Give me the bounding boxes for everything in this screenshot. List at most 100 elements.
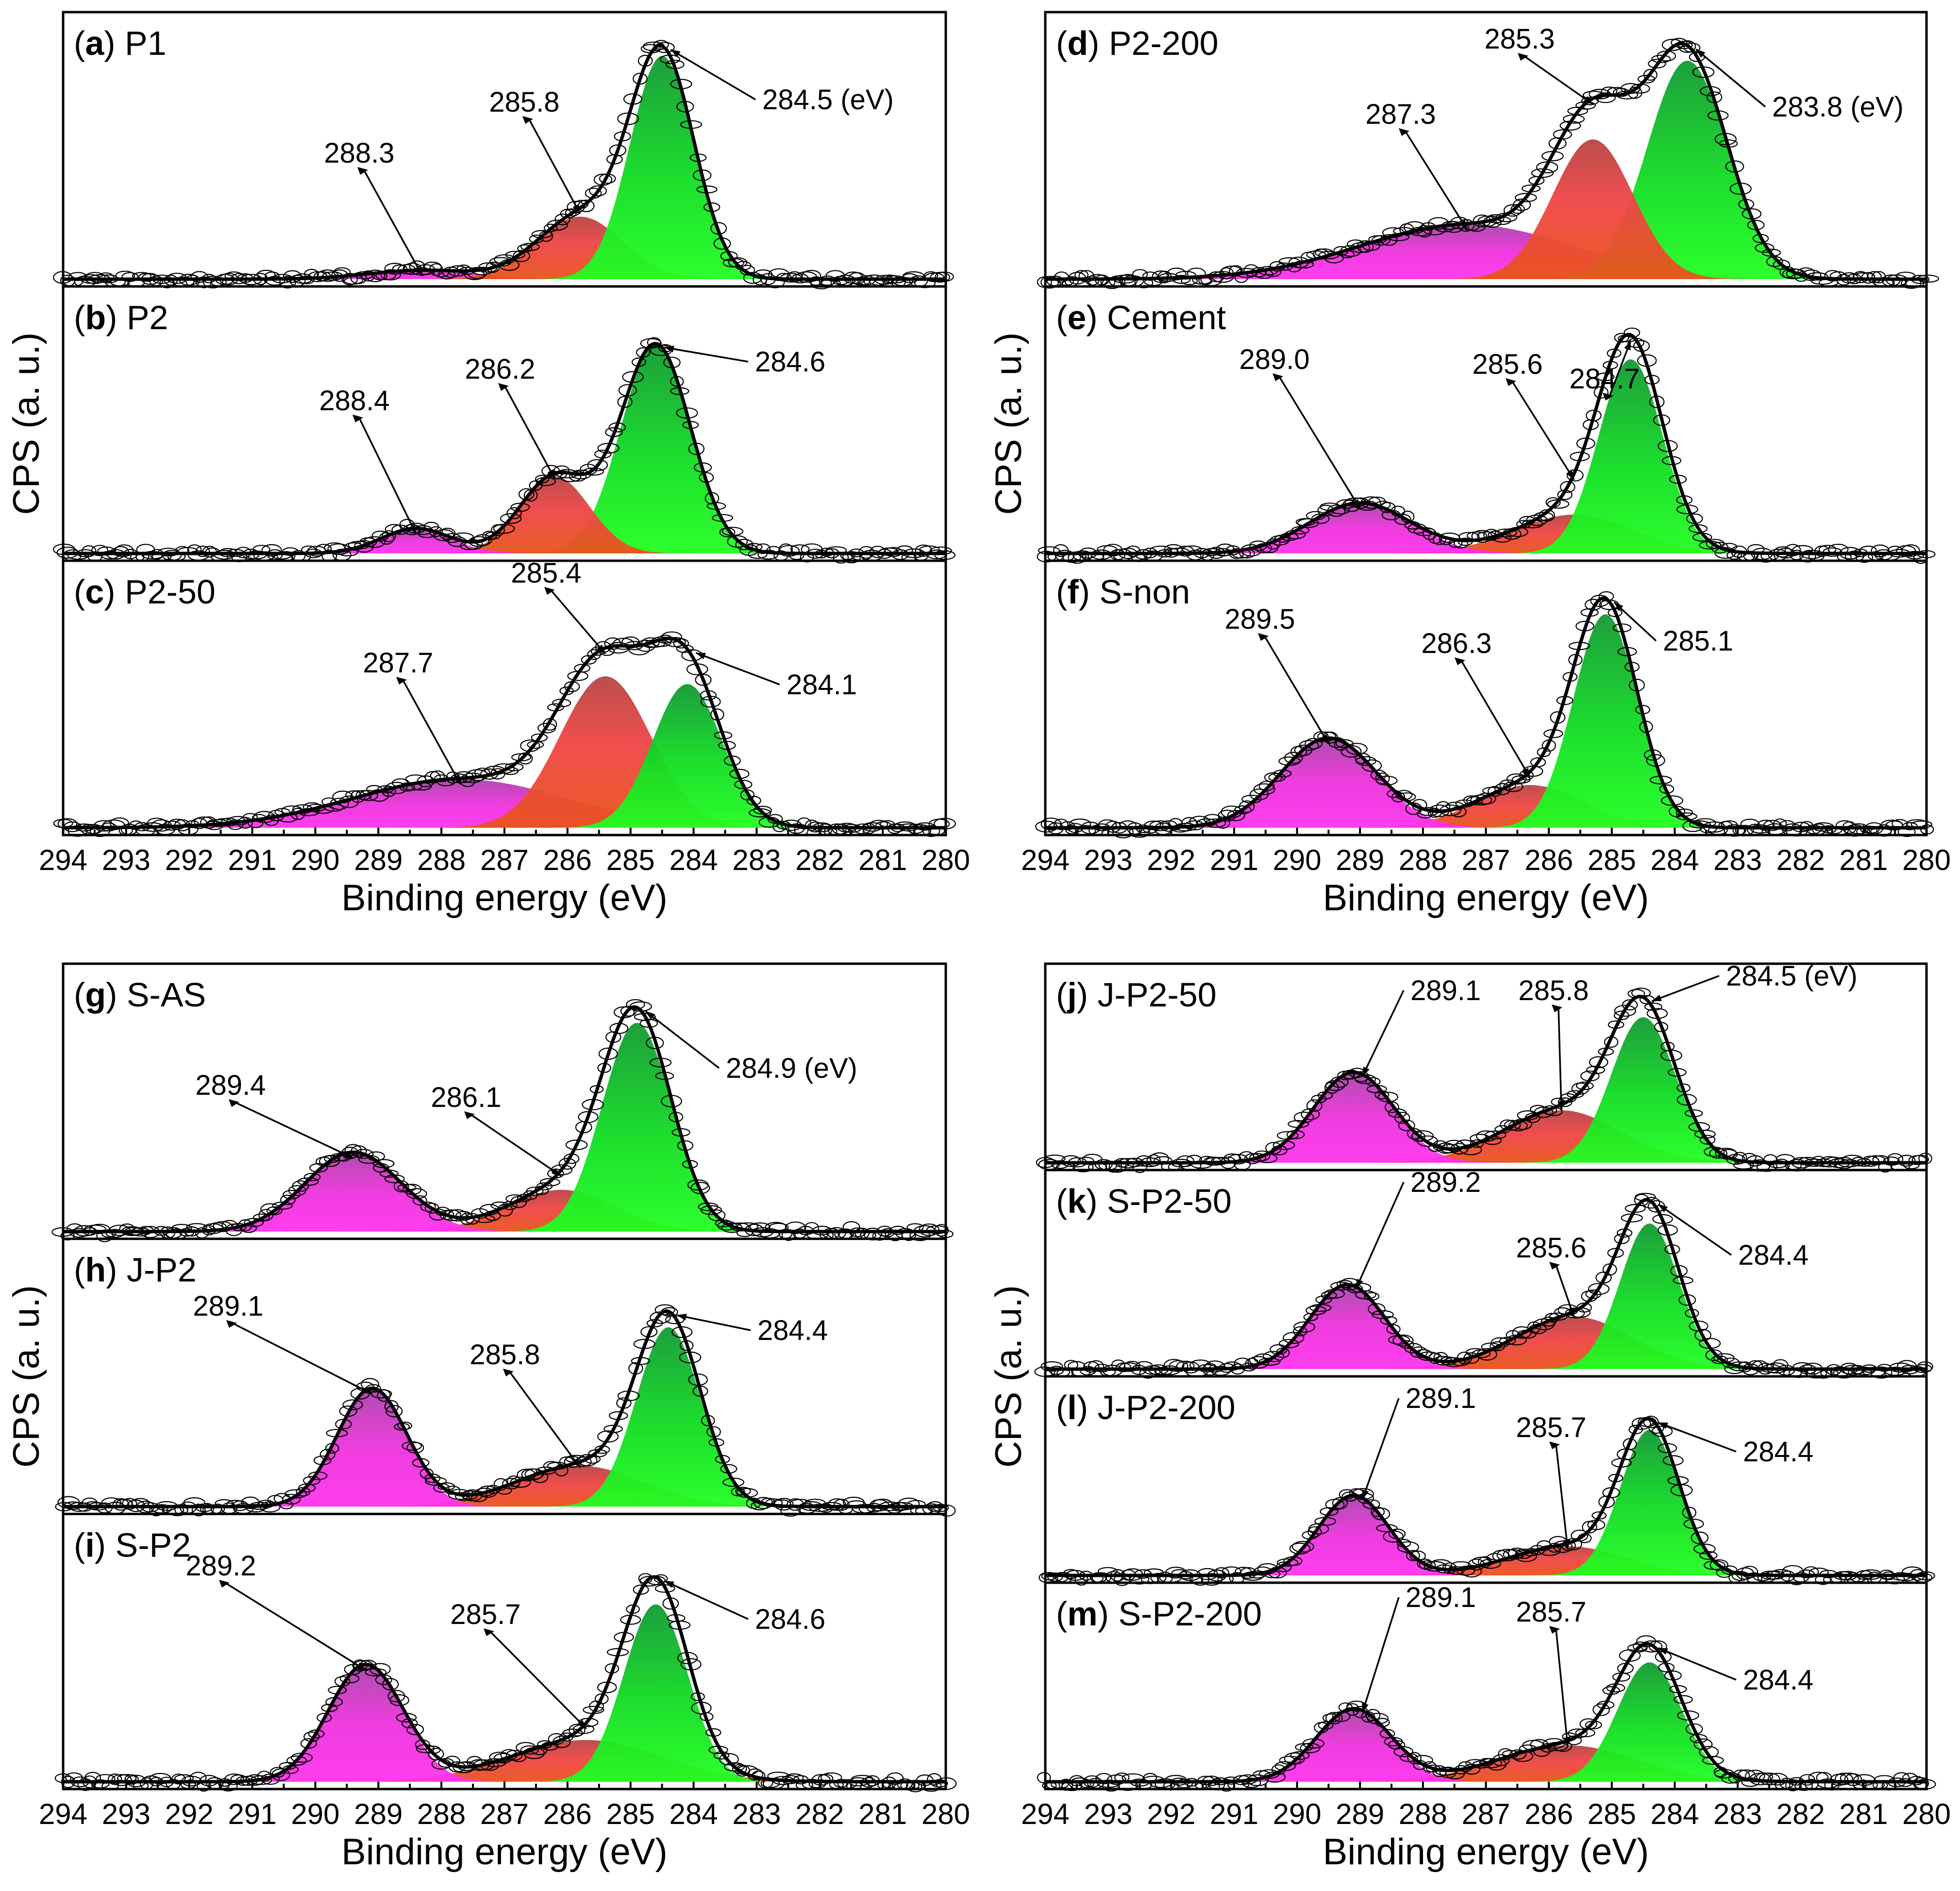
panel-label-letter: c xyxy=(85,573,104,611)
data-point xyxy=(909,824,932,837)
data-point xyxy=(1614,333,1629,343)
data-point xyxy=(1249,1153,1267,1162)
data-point xyxy=(837,1779,857,1789)
data-point xyxy=(1253,783,1275,795)
panel-label-name: S-non xyxy=(1090,573,1190,611)
data-point xyxy=(1876,824,1892,837)
data-point xyxy=(536,1182,553,1190)
panel-label-name: J-P2 xyxy=(117,1251,196,1289)
data-point xyxy=(307,803,326,812)
peak-label: 285.8 xyxy=(469,1339,540,1371)
data-point xyxy=(1917,1361,1933,1372)
data-point xyxy=(1265,1142,1282,1155)
x-tick-label: 291 xyxy=(228,844,277,876)
data-point xyxy=(1784,544,1801,556)
data-point xyxy=(389,1694,409,1707)
panel-label-paren-close: ) xyxy=(1086,299,1097,336)
data-point xyxy=(1724,824,1745,837)
fit-envelope xyxy=(63,342,946,555)
data-point xyxy=(1370,1506,1385,1517)
x-tick-label: 294 xyxy=(39,1798,87,1830)
data-point xyxy=(1651,54,1671,63)
panel-label-paren-open: ( xyxy=(1056,299,1067,336)
data-point xyxy=(520,243,540,251)
data-point xyxy=(804,820,819,831)
peak-label: 284.4 xyxy=(757,1315,828,1346)
data-point xyxy=(787,1498,804,1511)
x-tick-label: 281 xyxy=(1839,844,1888,876)
data-point xyxy=(1676,1094,1697,1106)
x-axis-label: Binding energy (eV) xyxy=(341,877,668,919)
data-point xyxy=(1155,1778,1176,1790)
x-tick-label: 288 xyxy=(417,1798,466,1830)
peak-arrow-tail-head xyxy=(544,587,555,595)
panel-label: (j) J-P2-50 xyxy=(1056,976,1217,1014)
panel-g: (g) S-AS 284.9 (eV) 286.1 289.4 xyxy=(51,976,954,1242)
data-point xyxy=(531,733,548,742)
data-point xyxy=(723,1762,745,1772)
peak-fill-red xyxy=(1045,1110,1926,1163)
peak-arrow xyxy=(402,680,461,785)
panel-label-name: P2-200 xyxy=(1099,24,1218,62)
x-tick-label: 285 xyxy=(1588,844,1636,876)
data-point xyxy=(1398,1120,1415,1131)
x-tick-label: 282 xyxy=(1776,844,1825,876)
data-point xyxy=(661,631,683,643)
data-point xyxy=(1722,1357,1740,1369)
panel-i: (i) S-P2 284.6 285.7 289.2 xyxy=(54,1512,957,1792)
data-point xyxy=(1513,198,1531,211)
x-tick-label: 286 xyxy=(1524,844,1573,876)
x-tick-label: 282 xyxy=(795,844,844,876)
x-tick-label: 284 xyxy=(1650,844,1699,876)
data-point xyxy=(1691,1531,1709,1544)
data-point xyxy=(1392,1334,1414,1347)
data-point xyxy=(1290,1751,1310,1760)
data-point xyxy=(700,1205,722,1215)
data-point xyxy=(587,459,608,471)
peak-label: 285.7 xyxy=(1516,1412,1586,1443)
data-point xyxy=(1325,1712,1343,1724)
x-tick-label: 287 xyxy=(1461,844,1510,876)
data-point xyxy=(1289,1542,1311,1555)
peak-label: 288.3 xyxy=(324,137,394,169)
peak-arrow-tail-head xyxy=(1518,53,1528,61)
x-tick-label: 294 xyxy=(1021,844,1070,876)
panel-label-paren-close: ) xyxy=(1077,976,1088,1014)
fit-envelope xyxy=(63,636,946,830)
data-point xyxy=(1119,1362,1139,1372)
peak-arrow-tail-head xyxy=(352,415,363,422)
data-point xyxy=(1741,1566,1759,1578)
peak-label: 289.1 xyxy=(1406,1383,1476,1414)
data-point xyxy=(1176,545,1194,557)
peak-fill-red xyxy=(1045,1317,1926,1369)
peak-fill-green xyxy=(1045,61,1926,279)
data-point xyxy=(1308,1523,1329,1535)
peak-label: 284.1 xyxy=(787,669,857,701)
x-tick-label: 280 xyxy=(921,844,970,876)
x-tick-label: 294 xyxy=(39,844,87,876)
data-point xyxy=(765,276,785,288)
data-point xyxy=(1479,1558,1501,1569)
panel-label-paren-open: ( xyxy=(1056,1182,1067,1220)
panel-label: (c) P2-50 xyxy=(74,573,216,611)
peak-arrow-tail-head xyxy=(396,677,407,685)
data-point xyxy=(1332,1497,1348,1509)
peak-fill-magenta xyxy=(63,1152,946,1232)
data-point xyxy=(1125,545,1141,557)
x-axis-label: Binding energy (eV) xyxy=(1323,877,1649,919)
peak-label: 285.8 xyxy=(489,86,559,118)
panel-a: (a) P1 284.5 (eV) 285.8 288.3 xyxy=(53,24,954,290)
data-point xyxy=(589,185,607,197)
data-point xyxy=(1371,1310,1394,1319)
data-point xyxy=(1075,825,1096,836)
panel-label: (k) S-P2-50 xyxy=(1056,1182,1232,1220)
peak-label: 289.2 xyxy=(185,1550,256,1582)
data-point xyxy=(1253,1150,1271,1161)
x-tick-label: 290 xyxy=(291,1798,339,1830)
data-point xyxy=(1393,1746,1413,1757)
subplot-group-1: 294 293 292 291 290 289 288 287 286 285 284 283 282 2… xyxy=(988,11,1951,919)
data-point xyxy=(569,1724,586,1737)
data-point xyxy=(1690,1734,1708,1743)
data-point xyxy=(1632,1641,1648,1651)
data-point xyxy=(827,823,847,836)
